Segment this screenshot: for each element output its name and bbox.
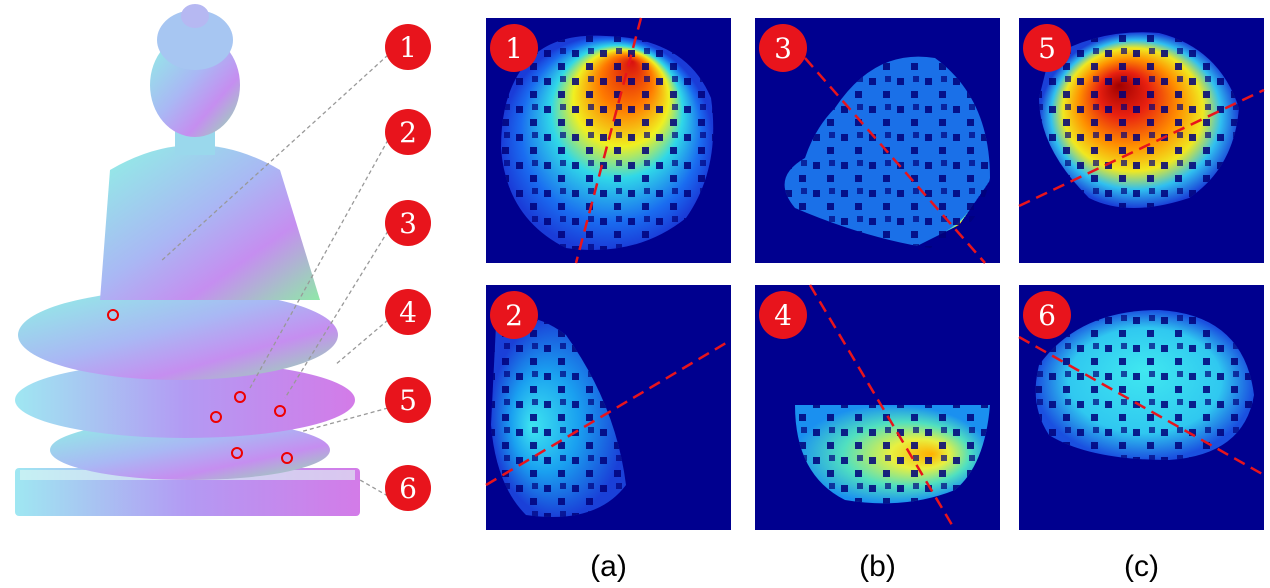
heatmap-holes <box>795 405 990 504</box>
heatmap: 2 <box>485 285 732 530</box>
split-line <box>485 338 732 487</box>
heatmap: 4 <box>755 284 1000 531</box>
panel-badge <box>759 291 807 339</box>
leader-line <box>159 54 389 263</box>
heatmaps: 1 3 5 2 4 6 <box>485 17 1265 531</box>
panel-label: 3 <box>774 32 792 65</box>
spots <box>107 309 293 464</box>
callout-badge <box>385 24 431 70</box>
heatmap: 5 <box>1018 18 1265 263</box>
callout-badge <box>385 109 431 155</box>
lap <box>18 290 338 380</box>
spot <box>281 452 293 464</box>
heatmap: 3 <box>755 18 1000 264</box>
heatmap-holes <box>1035 310 1254 460</box>
spot <box>107 309 119 321</box>
leader-line <box>359 479 389 497</box>
callout-label: 6 <box>399 472 417 505</box>
callout-label: 3 <box>399 207 417 240</box>
spot <box>231 447 243 459</box>
split-line <box>804 57 986 264</box>
leader-lines <box>159 54 389 497</box>
hair <box>157 10 233 70</box>
leader-line <box>249 139 389 389</box>
spot <box>274 405 286 417</box>
heatmap-holes <box>501 35 714 250</box>
callout-badge <box>385 465 431 511</box>
caption: (b) <box>859 550 896 583</box>
leader-line <box>299 407 389 433</box>
statue <box>15 4 360 516</box>
panel-label: 1 <box>505 32 523 65</box>
split-line <box>1018 335 1265 477</box>
split-line <box>808 284 957 531</box>
spot <box>234 391 246 403</box>
ushnisha <box>181 4 209 28</box>
callout-label: 4 <box>399 296 417 329</box>
torso <box>100 145 320 300</box>
spot <box>210 411 222 423</box>
panel-label: 5 <box>1038 32 1056 65</box>
caption: (a) <box>590 550 627 583</box>
panel-badge <box>759 24 807 72</box>
callout-badge <box>385 289 431 335</box>
callout-label: 2 <box>399 116 417 149</box>
callout-label: 5 <box>399 384 417 417</box>
panel-badge <box>1023 291 1071 339</box>
callout-badge <box>385 200 431 246</box>
panel-label: 2 <box>505 299 523 332</box>
split-line <box>574 17 643 264</box>
panel-label: 4 <box>774 299 792 332</box>
heatmap-holes <box>491 317 626 517</box>
captions: (a) (b) (c) <box>590 550 1159 583</box>
callouts: 1 2 3 4 5 6 <box>385 24 431 511</box>
heatmap-holes <box>1039 32 1239 209</box>
lotus-petals <box>15 362 355 438</box>
leader-line <box>334 319 389 366</box>
heatmap: 6 <box>1018 285 1265 530</box>
heatmap: 1 <box>486 17 731 264</box>
panel-badge <box>1023 24 1071 72</box>
leader-line <box>284 230 389 399</box>
panel-badge <box>490 291 538 339</box>
panel-label: 6 <box>1038 299 1056 332</box>
callout-label: 1 <box>399 31 417 64</box>
caption: (c) <box>1124 550 1159 583</box>
callout-badge <box>385 377 431 423</box>
panel-badge <box>490 24 538 72</box>
split-line <box>1018 88 1265 208</box>
